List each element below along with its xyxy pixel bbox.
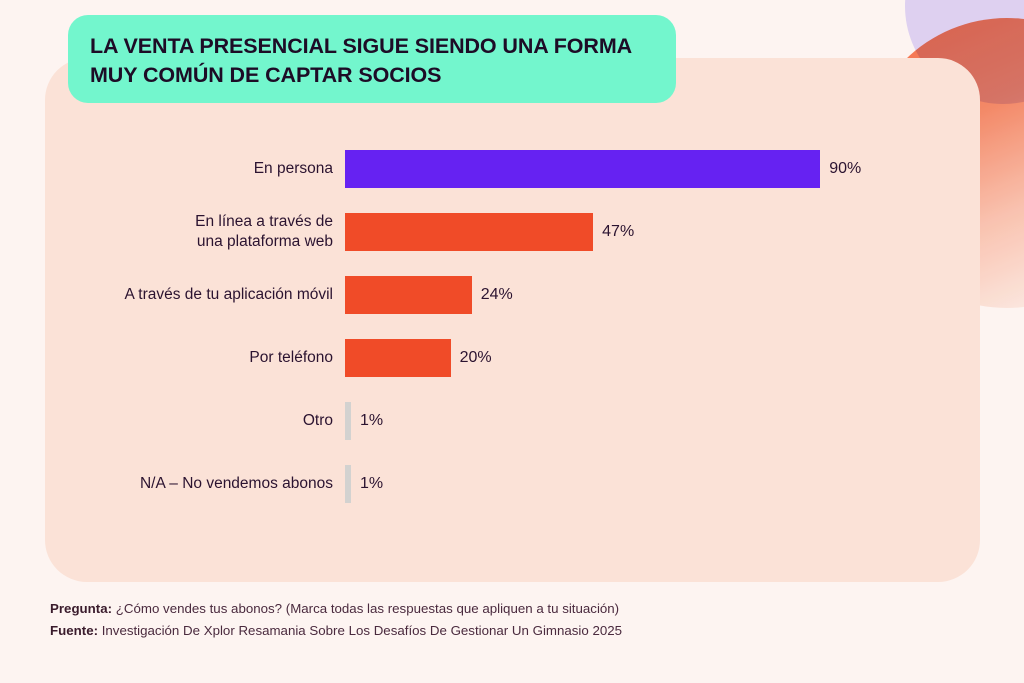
- bar-row: A través de tu aplicación móvil 24%: [45, 276, 980, 314]
- bar-track: 1%: [345, 402, 980, 440]
- bar-chart: En persona 90% En línea a través de una pl…: [45, 150, 980, 510]
- bar-track: 1%: [345, 465, 980, 503]
- bar-value-label: 1%: [360, 475, 384, 492]
- footnote-question-key: Pregunta:: [50, 601, 113, 616]
- bar-track: 90%: [345, 150, 980, 188]
- bar-category-label: En línea a través de una plataforma web: [195, 213, 333, 250]
- bar: [345, 213, 594, 251]
- bar-track: 20%: [345, 339, 980, 377]
- footnote: Pregunta: ¿Cómo vendes tus abonos? (Marc…: [50, 598, 950, 641]
- chart-card: [45, 58, 980, 582]
- footnote-source-value: Investigación De Xplor Resamania Sobre L…: [98, 622, 623, 638]
- footnote-source-line: Fuente: Investigación De Xplor Resamania…: [50, 620, 950, 642]
- bar: [345, 276, 472, 314]
- title-badge: LA VENTA PRESENCIAL SIGUE SIENDO UNA FOR…: [68, 15, 676, 104]
- footnote-question-value: ¿Cómo vendes tus abonos? (Marca todas la…: [112, 601, 620, 616]
- bar-track: 47%: [345, 213, 980, 251]
- bar-value-label: 90%: [829, 160, 862, 177]
- bar-category-label: A través de tu aplicación móvil: [124, 286, 334, 304]
- bar-track: 24%: [345, 276, 980, 314]
- bar-value-label: 47%: [602, 223, 635, 240]
- footnote-question-line: Pregunta: ¿Cómo vendes tus abonos? (Marc…: [50, 598, 950, 620]
- footnote-source-key: Fuente:: [50, 622, 99, 638]
- bar-value-label: 20%: [459, 349, 492, 366]
- bar-value-label: 1%: [360, 412, 384, 429]
- bar: [345, 339, 451, 377]
- bar-row: N/A – No vendemos abonos 1%: [45, 465, 980, 503]
- bar-category-label: N/A – No vendemos abonos: [139, 475, 333, 493]
- bar-row: En persona 90%: [45, 150, 980, 188]
- bar-row: Otro 1%: [45, 402, 980, 440]
- bar: [345, 402, 351, 440]
- page-title: LA VENTA PRESENCIAL SIGUE SIENDO UNA FOR…: [90, 34, 632, 87]
- bar-category-label: Otro: [302, 412, 333, 430]
- bar-row: Por teléfono 20%: [45, 339, 980, 377]
- bar: [345, 150, 821, 188]
- bar-category-label: Por teléfono: [249, 349, 333, 367]
- bar-row: En línea a través de una plataforma web 4…: [45, 213, 980, 251]
- bar: [345, 465, 351, 503]
- bar-category-label: En persona: [253, 160, 333, 178]
- bar-value-label: 24%: [480, 286, 513, 303]
